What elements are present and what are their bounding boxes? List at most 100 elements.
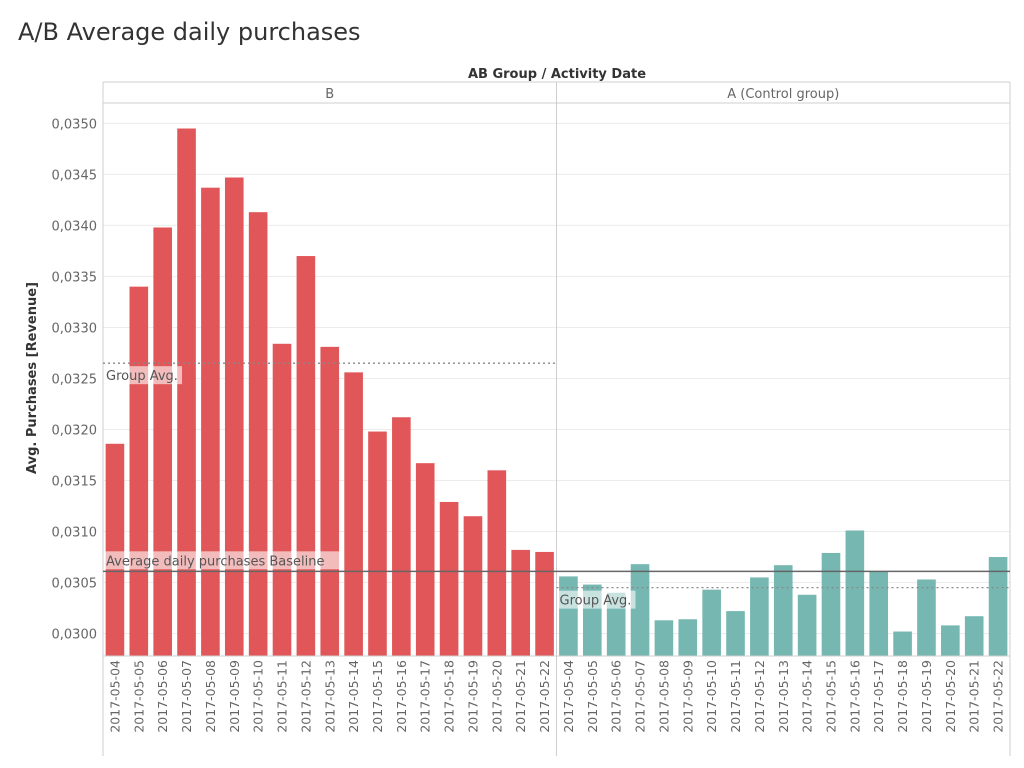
y-axis-title: Avg. Purchases [Revenue] [25, 282, 40, 474]
x-tick-label: 2017-05-16 [847, 660, 862, 733]
bar [893, 631, 912, 656]
y-tick-label: 0,0340 [52, 219, 98, 234]
bar [487, 470, 507, 656]
bar [224, 177, 244, 656]
column-header: AB Group / Activity Date [468, 67, 646, 82]
x-tick-label: 2017-05-05 [131, 660, 146, 733]
x-tick-label: 2017-05-18 [442, 660, 457, 733]
bar [797, 594, 817, 656]
x-tick-label: 2017-05-13 [322, 660, 337, 733]
x-tick-label: 2017-05-04 [107, 660, 122, 733]
y-tick-label: 0,0300 [52, 628, 98, 643]
x-tick-label: 2017-05-13 [776, 660, 791, 733]
bar [559, 576, 578, 656]
bar [535, 551, 554, 656]
y-tick-label: 0,0335 [52, 270, 98, 285]
bar [105, 443, 125, 656]
bar [320, 346, 340, 656]
y-tick-label: 0,0305 [52, 577, 98, 592]
y-tick-label: 0,0325 [52, 372, 98, 387]
bar [654, 620, 674, 656]
x-tick-label: 2017-05-14 [800, 660, 815, 733]
bar [415, 463, 435, 656]
y-tick-label: 0,0315 [52, 475, 98, 490]
x-tick-label: 2017-05-14 [346, 660, 361, 733]
x-tick-label: 2017-05-08 [656, 660, 671, 733]
x-tick-label: 2017-05-05 [585, 660, 600, 733]
bar [964, 616, 984, 656]
x-tick-label: 2017-05-10 [704, 660, 719, 733]
y-tick-label: 0,0320 [52, 423, 98, 438]
group-avg-label: Group Avg. [106, 369, 178, 384]
group-avg-label-bg [104, 366, 182, 385]
x-tick-label: 2017-05-09 [227, 660, 242, 733]
frame [102, 81, 1011, 756]
y-tick-label: 0,0350 [52, 117, 98, 132]
group-avg-label-bg [557, 590, 636, 609]
bar [678, 619, 698, 656]
bar [702, 589, 721, 656]
bar [177, 128, 196, 656]
bar [845, 530, 865, 656]
x-tick-label: 2017-05-04 [561, 660, 576, 733]
labels: 0,0300 0,0305 0,0310 0,0315 0,0320 0,0325 0,03… [52, 87, 1006, 733]
baseline-label: Average daily purchases Baseline [106, 554, 324, 569]
bar [296, 256, 316, 656]
baseline-label-bg [104, 551, 342, 570]
pane-label: A (Control group) [727, 87, 839, 102]
x-tick-label: 2017-05-11 [728, 660, 743, 733]
reference-lines: Group Avg. Group Avg. Average daily purcha… [103, 362, 1010, 609]
y-tick-label: 0,0330 [52, 321, 98, 336]
chart-title: A/B Average daily purchases [18, 18, 361, 46]
bar [750, 577, 769, 656]
x-tick-label: 2017-05-19 [465, 660, 480, 733]
pane-label: B [325, 87, 334, 102]
x-tick-label: 2017-05-21 [513, 660, 528, 733]
bar [368, 431, 387, 656]
bar [153, 227, 172, 656]
x-tick-label: 2017-05-20 [943, 660, 958, 733]
bar [773, 565, 793, 656]
bar [917, 579, 936, 656]
x-tick-label: 2017-05-09 [680, 660, 695, 733]
x-tick-label: 2017-05-17 [871, 660, 886, 733]
bar [392, 417, 411, 656]
bar [821, 552, 841, 656]
group-avg-label: Group Avg. [560, 594, 632, 609]
x-tick-label: 2017-05-21 [967, 660, 982, 733]
bar [439, 501, 459, 656]
bar [988, 557, 1008, 656]
x-tick-label: 2017-05-22 [991, 660, 1006, 733]
bar [201, 187, 220, 656]
x-tick-label: 2017-05-11 [275, 660, 290, 733]
x-tick-label: 2017-05-12 [752, 660, 767, 733]
x-tick-label: 2017-05-07 [633, 660, 648, 733]
x-tick-label: 2017-05-07 [179, 660, 194, 733]
x-tick-label: 2017-05-16 [394, 660, 409, 733]
x-tick-label: 2017-05-06 [155, 660, 170, 733]
bar [630, 564, 650, 656]
x-tick-label: 2017-05-06 [609, 660, 624, 733]
y-tick-label: 0,0345 [52, 168, 98, 183]
bar [511, 549, 531, 656]
x-tick-label: 2017-05-20 [489, 660, 504, 733]
bar [869, 571, 889, 656]
bar [344, 372, 363, 656]
x-tick-label: 2017-05-08 [203, 660, 218, 733]
bar [272, 343, 292, 656]
bar [726, 611, 745, 656]
x-tick-label: 2017-05-15 [370, 660, 385, 733]
x-tick-label: 2017-05-12 [298, 660, 313, 733]
y-tick-label: 0,0310 [52, 526, 98, 541]
x-tick-label: 2017-05-10 [251, 660, 266, 733]
x-tick-label: 2017-05-18 [895, 660, 910, 733]
x-tick-label: 2017-05-19 [919, 660, 934, 733]
bar [129, 286, 149, 656]
bar [941, 625, 960, 656]
x-tick-label: 2017-05-22 [537, 660, 552, 733]
x-tick-label: 2017-05-15 [823, 660, 838, 733]
bar [248, 212, 268, 657]
x-tick-label: 2017-05-17 [418, 660, 433, 733]
bar [463, 516, 483, 656]
